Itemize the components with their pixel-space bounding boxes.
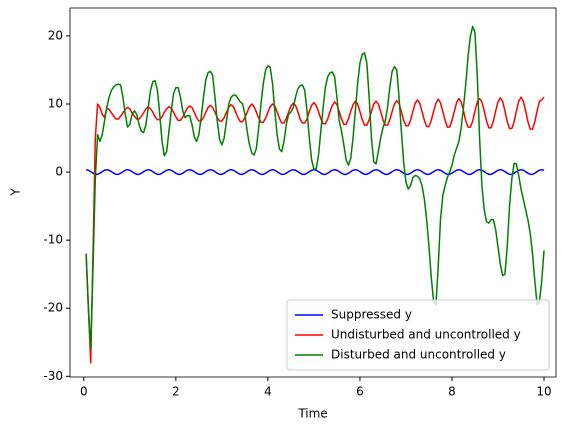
y-tick-label: 10 <box>48 96 63 110</box>
x-tick-label: 4 <box>264 385 272 399</box>
plot-frame <box>69 7 557 378</box>
legend-label: Suppressed y <box>331 308 412 322</box>
x-axis-label: Time <box>297 407 327 421</box>
y-tick-label: 20 <box>48 28 63 42</box>
x-tick-label: 8 <box>448 385 456 399</box>
legend-label: Undisturbed and uncontrolled y <box>331 328 521 342</box>
line-series <box>85 25 545 350</box>
line-series <box>85 168 545 176</box>
legend-box <box>286 299 550 371</box>
y-tick-label: 0 <box>55 165 63 179</box>
x-tick-label: 2 <box>172 385 180 399</box>
legend-label: Disturbed and uncontrolled y <box>331 348 506 362</box>
y-axis-label: Y <box>9 188 23 197</box>
legend: Suppressed y Undisturbed and uncontrolled… <box>286 299 550 371</box>
y-tick-label: -10 <box>43 233 63 247</box>
line-series <box>85 96 545 364</box>
x-tick-label: 6 <box>356 385 364 399</box>
x-tick-label: 10 <box>536 385 551 399</box>
y-tick-label: -30 <box>43 369 63 383</box>
y-tick-label: -20 <box>43 301 63 315</box>
x-tick-label: 0 <box>80 385 88 399</box>
